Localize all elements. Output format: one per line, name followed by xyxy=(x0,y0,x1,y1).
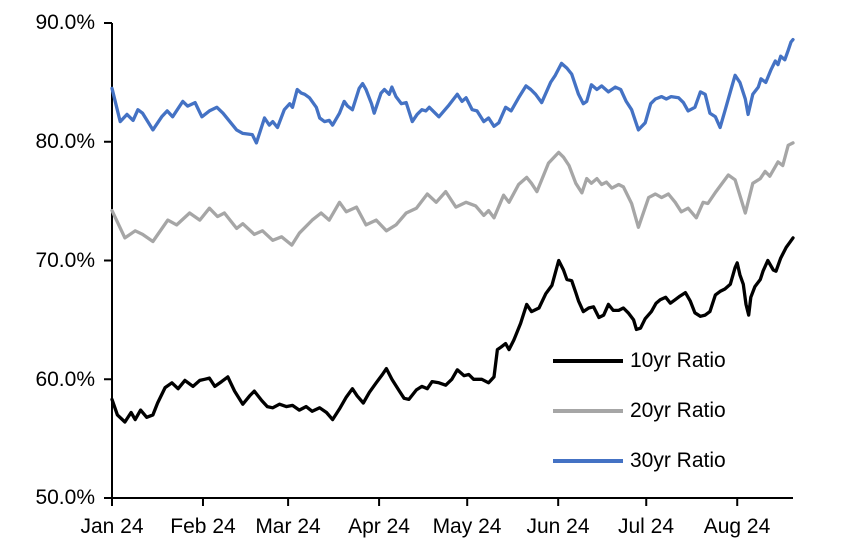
legend-swatch-20yr xyxy=(553,409,623,413)
legend-item-10yr: 10yr Ratio xyxy=(553,336,726,386)
x-tick-label-jun: Jun 24 xyxy=(526,515,590,538)
series-line-30yr-ratio xyxy=(110,37,795,145)
y-tick-label-50: 50.0% xyxy=(35,486,95,509)
legend-label-10yr: 10yr Ratio xyxy=(630,349,726,372)
legend-item-30yr: 30yr Ratio xyxy=(553,436,726,486)
legend-label-20yr: 20yr Ratio xyxy=(630,399,726,422)
y-tick-label-70: 70.0% xyxy=(35,249,95,272)
series-line-20yr-ratio xyxy=(110,141,795,247)
x-tick-label-mar: Mar 24 xyxy=(255,515,321,538)
legend: 10yr Ratio 20yr Ratio 30yr Ratio xyxy=(553,336,726,486)
x-tick-label-may: May 24 xyxy=(432,515,502,538)
x-tick-label-aug: Aug 24 xyxy=(703,515,771,538)
legend-swatch-30yr xyxy=(553,459,623,463)
y-tick-label-80: 80.0% xyxy=(35,130,95,153)
x-tick-label-apr: Apr 24 xyxy=(348,515,410,538)
legend-swatch-10yr xyxy=(553,359,623,363)
legend-item-20yr: 20yr Ratio xyxy=(553,386,726,436)
x-tick-label-jan: Jan 24 xyxy=(80,515,144,538)
y-tick-label-60: 60.0% xyxy=(35,368,95,391)
x-tick-label-feb: Feb 24 xyxy=(170,515,236,538)
series-line-10yr-ratio xyxy=(110,236,795,424)
legend-label-30yr: 30yr Ratio xyxy=(630,449,726,472)
x-tick-label-jul: Jul 24 xyxy=(617,515,675,538)
y-tick-label-90: 90.0% xyxy=(35,11,95,34)
